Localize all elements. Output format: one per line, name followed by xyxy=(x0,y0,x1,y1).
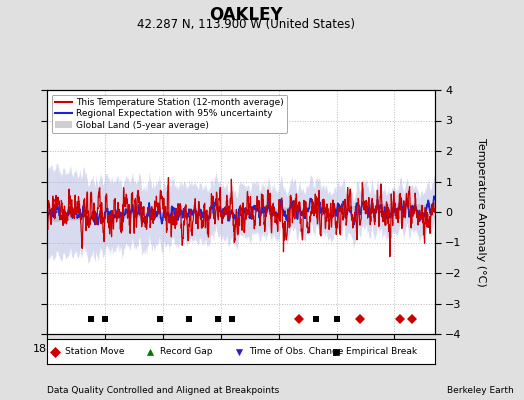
Y-axis label: Temperature Anomaly (°C): Temperature Anomaly (°C) xyxy=(476,138,486,286)
Text: Station Move: Station Move xyxy=(64,347,124,356)
Text: Data Quality Controlled and Aligned at Breakpoints: Data Quality Controlled and Aligned at B… xyxy=(47,386,279,395)
Text: Empirical Break: Empirical Break xyxy=(346,347,417,356)
Text: Record Gap: Record Gap xyxy=(160,347,212,356)
Text: OAKLEY: OAKLEY xyxy=(210,6,283,24)
Text: Berkeley Earth: Berkeley Earth xyxy=(447,386,514,395)
Text: 42.287 N, 113.900 W (United States): 42.287 N, 113.900 W (United States) xyxy=(137,18,355,31)
Legend: This Temperature Station (12-month average), Regional Expectation with 95% uncer: This Temperature Station (12-month avera… xyxy=(52,94,287,133)
Text: Time of Obs. Change: Time of Obs. Change xyxy=(249,347,343,356)
